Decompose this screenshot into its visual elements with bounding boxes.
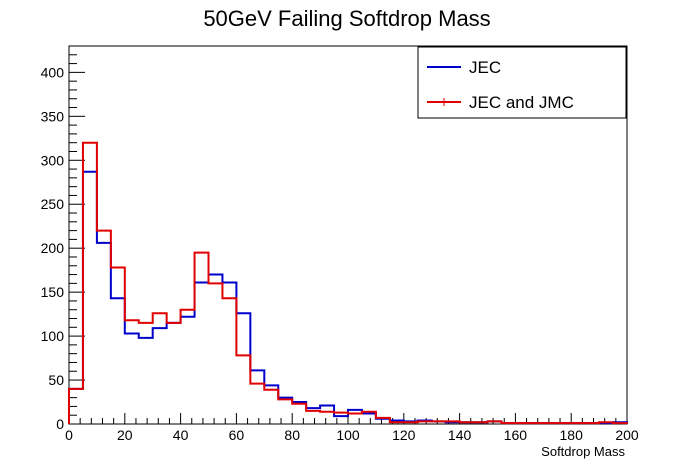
legend-box xyxy=(417,46,627,119)
x-tick-label: 0 xyxy=(65,427,73,443)
y-tick-label: 50 xyxy=(48,372,64,388)
series-layer xyxy=(68,141,628,425)
series-line xyxy=(68,170,628,425)
series-line xyxy=(68,141,628,425)
x-tick-label: 100 xyxy=(336,427,360,443)
x-tick-label: 120 xyxy=(392,427,416,443)
legend: JEC JEC and JMC xyxy=(417,46,627,119)
y-tick-label: 250 xyxy=(41,196,65,212)
x-tick-label: 140 xyxy=(448,427,472,443)
x-tick-label: 60 xyxy=(229,427,245,443)
y-tick-label: 150 xyxy=(41,284,65,300)
x-tick-label: 200 xyxy=(615,427,639,443)
legend-label: JEC xyxy=(469,58,501,77)
x-tick-label: 40 xyxy=(173,427,189,443)
x-tick-label: 80 xyxy=(284,427,300,443)
y-tick-label: 400 xyxy=(41,64,65,80)
chart-title: 50GeV Failing Softdrop Mass xyxy=(203,6,490,31)
x-tick-label: 180 xyxy=(560,427,584,443)
series-jec-and-jmc xyxy=(68,141,628,425)
axis-tick-labels: 0 20 40 60 80 100 120 140 160 180 200 0 50 100 150 200 2… xyxy=(41,64,639,443)
y-tick-label: 200 xyxy=(41,240,65,256)
x-tick-label: 20 xyxy=(117,427,133,443)
y-tick-label: 300 xyxy=(41,152,65,168)
x-axis-label: Softdrop Mass xyxy=(541,444,625,459)
series-jec xyxy=(68,170,628,425)
y-tick-label: 0 xyxy=(56,416,64,432)
y-tick-label: 350 xyxy=(41,108,65,124)
x-tick-label: 160 xyxy=(504,427,528,443)
legend-label: JEC and JMC xyxy=(469,93,574,112)
y-tick-label: 100 xyxy=(41,328,65,344)
axis-ticks xyxy=(68,45,628,425)
